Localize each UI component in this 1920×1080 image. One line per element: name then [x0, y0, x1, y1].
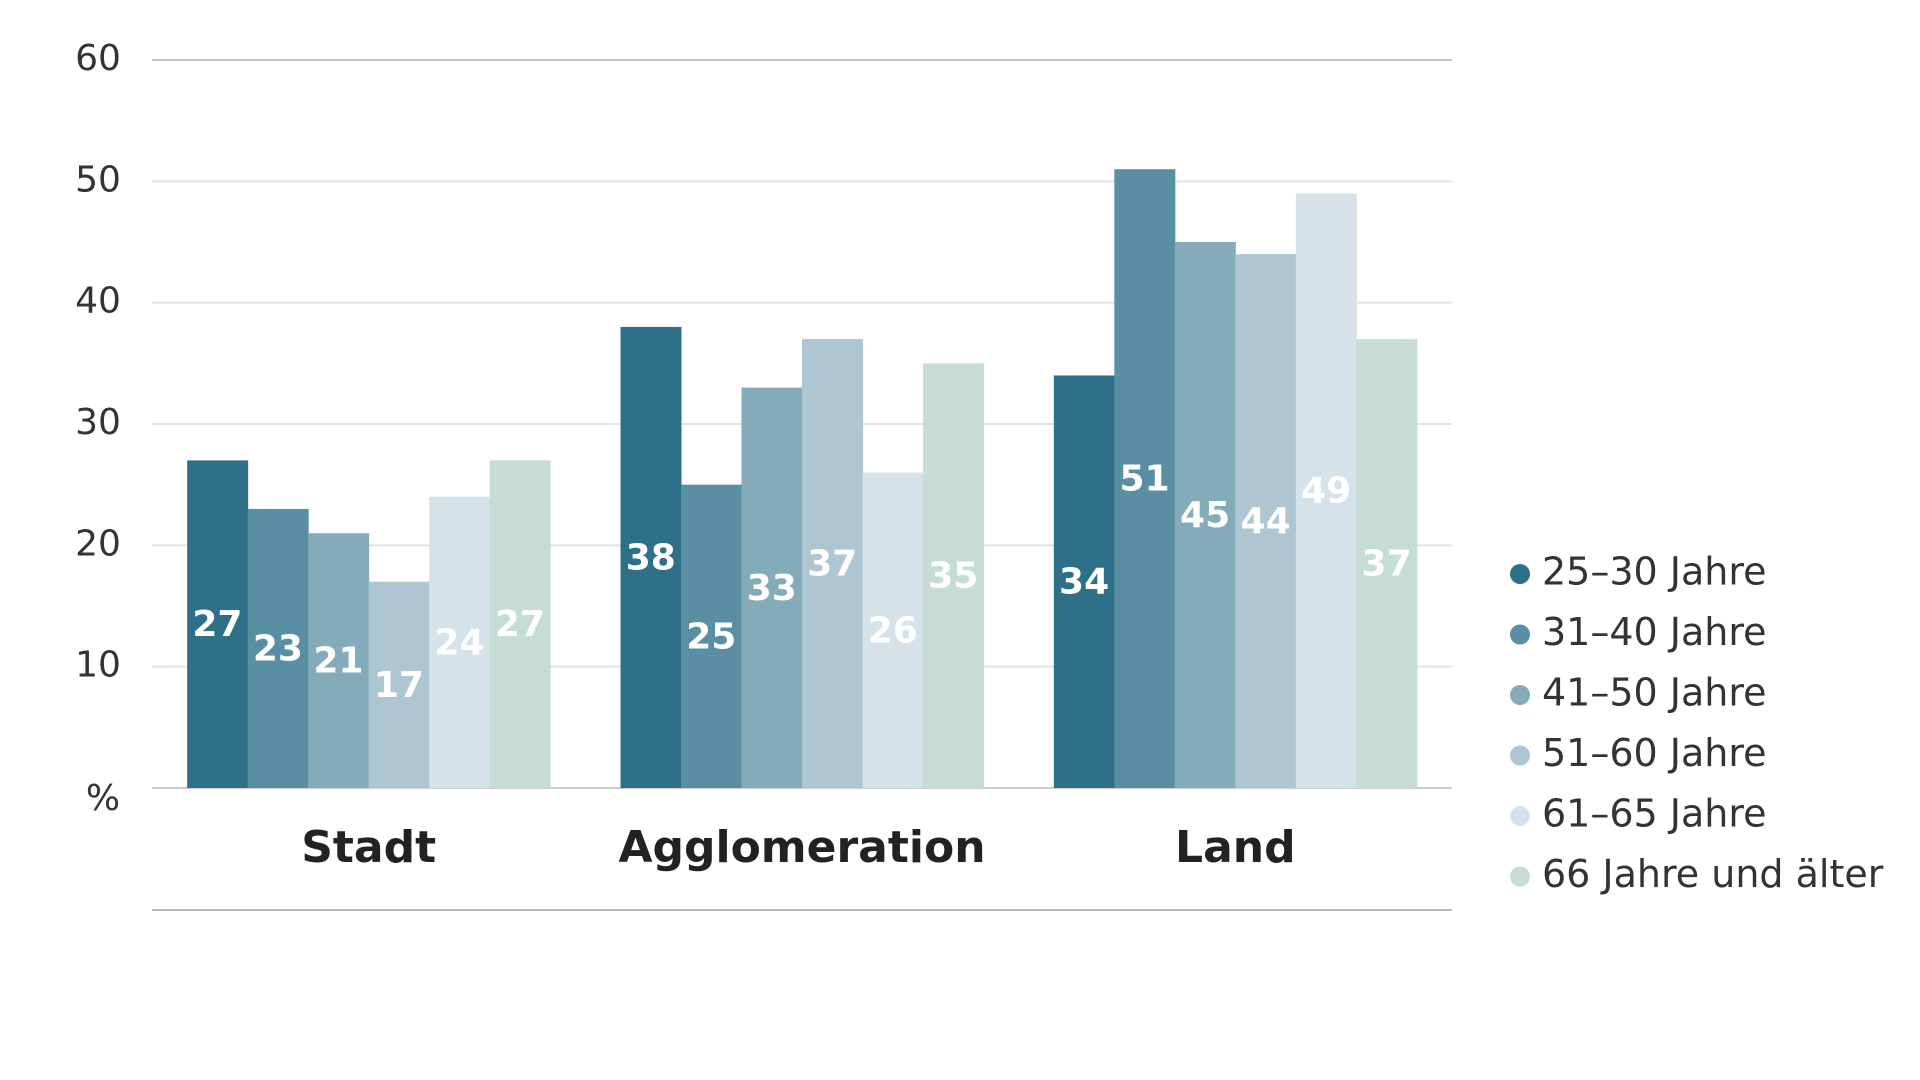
- category-label-1: Agglomeration: [618, 822, 985, 873]
- bar-2-2: [1174, 242, 1236, 788]
- bar-0-4: [429, 496, 491, 788]
- bars-layer: [187, 169, 1418, 789]
- data-label-1-1: 25: [686, 616, 736, 657]
- bar-1-1: [681, 484, 742, 788]
- bar-0-0: [187, 460, 249, 788]
- category-label-0: Stadt: [301, 822, 436, 873]
- y-tick-label-40: 40: [75, 281, 121, 322]
- legend-swatch-1: [1510, 624, 1530, 645]
- bar-1-3: [802, 339, 863, 788]
- legend-label-3: 51–60 Jahre: [1542, 731, 1767, 775]
- legend-swatch-3: [1510, 745, 1530, 766]
- bar-2-4: [1295, 193, 1357, 788]
- legend-swatch-2: [1510, 685, 1530, 705]
- data-label-0-5: 27: [495, 604, 545, 645]
- data-label-1-3: 37: [807, 544, 857, 585]
- data-label-1-2: 33: [747, 568, 797, 609]
- legend-swatch-0: [1510, 564, 1530, 584]
- data-label-2-5: 37: [1362, 544, 1412, 585]
- bar-0-5: [489, 460, 551, 788]
- data-label-1-0: 38: [626, 537, 676, 578]
- data-label-0-1: 23: [253, 628, 303, 669]
- data-label-0-0: 27: [192, 604, 242, 645]
- data-label-2-3: 44: [1241, 501, 1291, 542]
- data-label-2-0: 34: [1059, 562, 1109, 603]
- bar-0-1: [247, 508, 309, 788]
- data-label-0-2: 21: [313, 641, 363, 682]
- bar-0-3: [368, 581, 430, 788]
- data-label-2-1: 51: [1120, 459, 1170, 500]
- legend-label-2: 41–50 Jahre: [1542, 671, 1767, 715]
- y-tick-label-50: 50: [75, 159, 121, 200]
- data-label-1-4: 26: [868, 610, 918, 651]
- data-label-0-3: 17: [374, 665, 424, 706]
- bar-1-0: [620, 326, 682, 788]
- legend: 25–30 Jahre 31–40 Jahre 41–50 Jahre 51–60 J…: [1510, 550, 1884, 896]
- bar-2-5: [1356, 339, 1418, 788]
- y-tick-label-10: 10: [75, 645, 121, 686]
- bar-0-2: [308, 533, 370, 788]
- data-label-1-5: 35: [928, 556, 978, 597]
- axis-layer: % 10 20 30 40 50 60 Stadt Agglomeration Land: [75, 38, 1296, 873]
- y-tick-label-20: 20: [75, 523, 121, 564]
- legend-swatch-5: [1510, 866, 1530, 887]
- legend-swatch-4: [1510, 806, 1530, 826]
- legend-label-4: 61–65 Jahre: [1542, 792, 1767, 836]
- legend-label-5: 66 Jahre und älter: [1542, 852, 1884, 896]
- y-tick-label-60: 60: [75, 38, 121, 79]
- legend-label-1: 31–40 Jahre: [1542, 610, 1767, 654]
- bar-2-1: [1114, 169, 1176, 788]
- legend-label-0: 25–30 Jahre: [1542, 550, 1767, 594]
- data-label-2-2: 45: [1180, 495, 1230, 536]
- category-label-2: Land: [1175, 822, 1296, 873]
- bar-2-0: [1053, 375, 1115, 788]
- bar-1-4: [862, 472, 924, 788]
- y-axis-unit-label: %: [86, 778, 120, 819]
- y-tick-label-30: 30: [75, 402, 121, 443]
- data-label-0-4: 24: [434, 622, 484, 663]
- data-label-2-4: 49: [1301, 471, 1351, 512]
- bar-2-3: [1235, 254, 1297, 789]
- bar-1-2: [741, 387, 803, 788]
- bar-1-5: [923, 363, 984, 788]
